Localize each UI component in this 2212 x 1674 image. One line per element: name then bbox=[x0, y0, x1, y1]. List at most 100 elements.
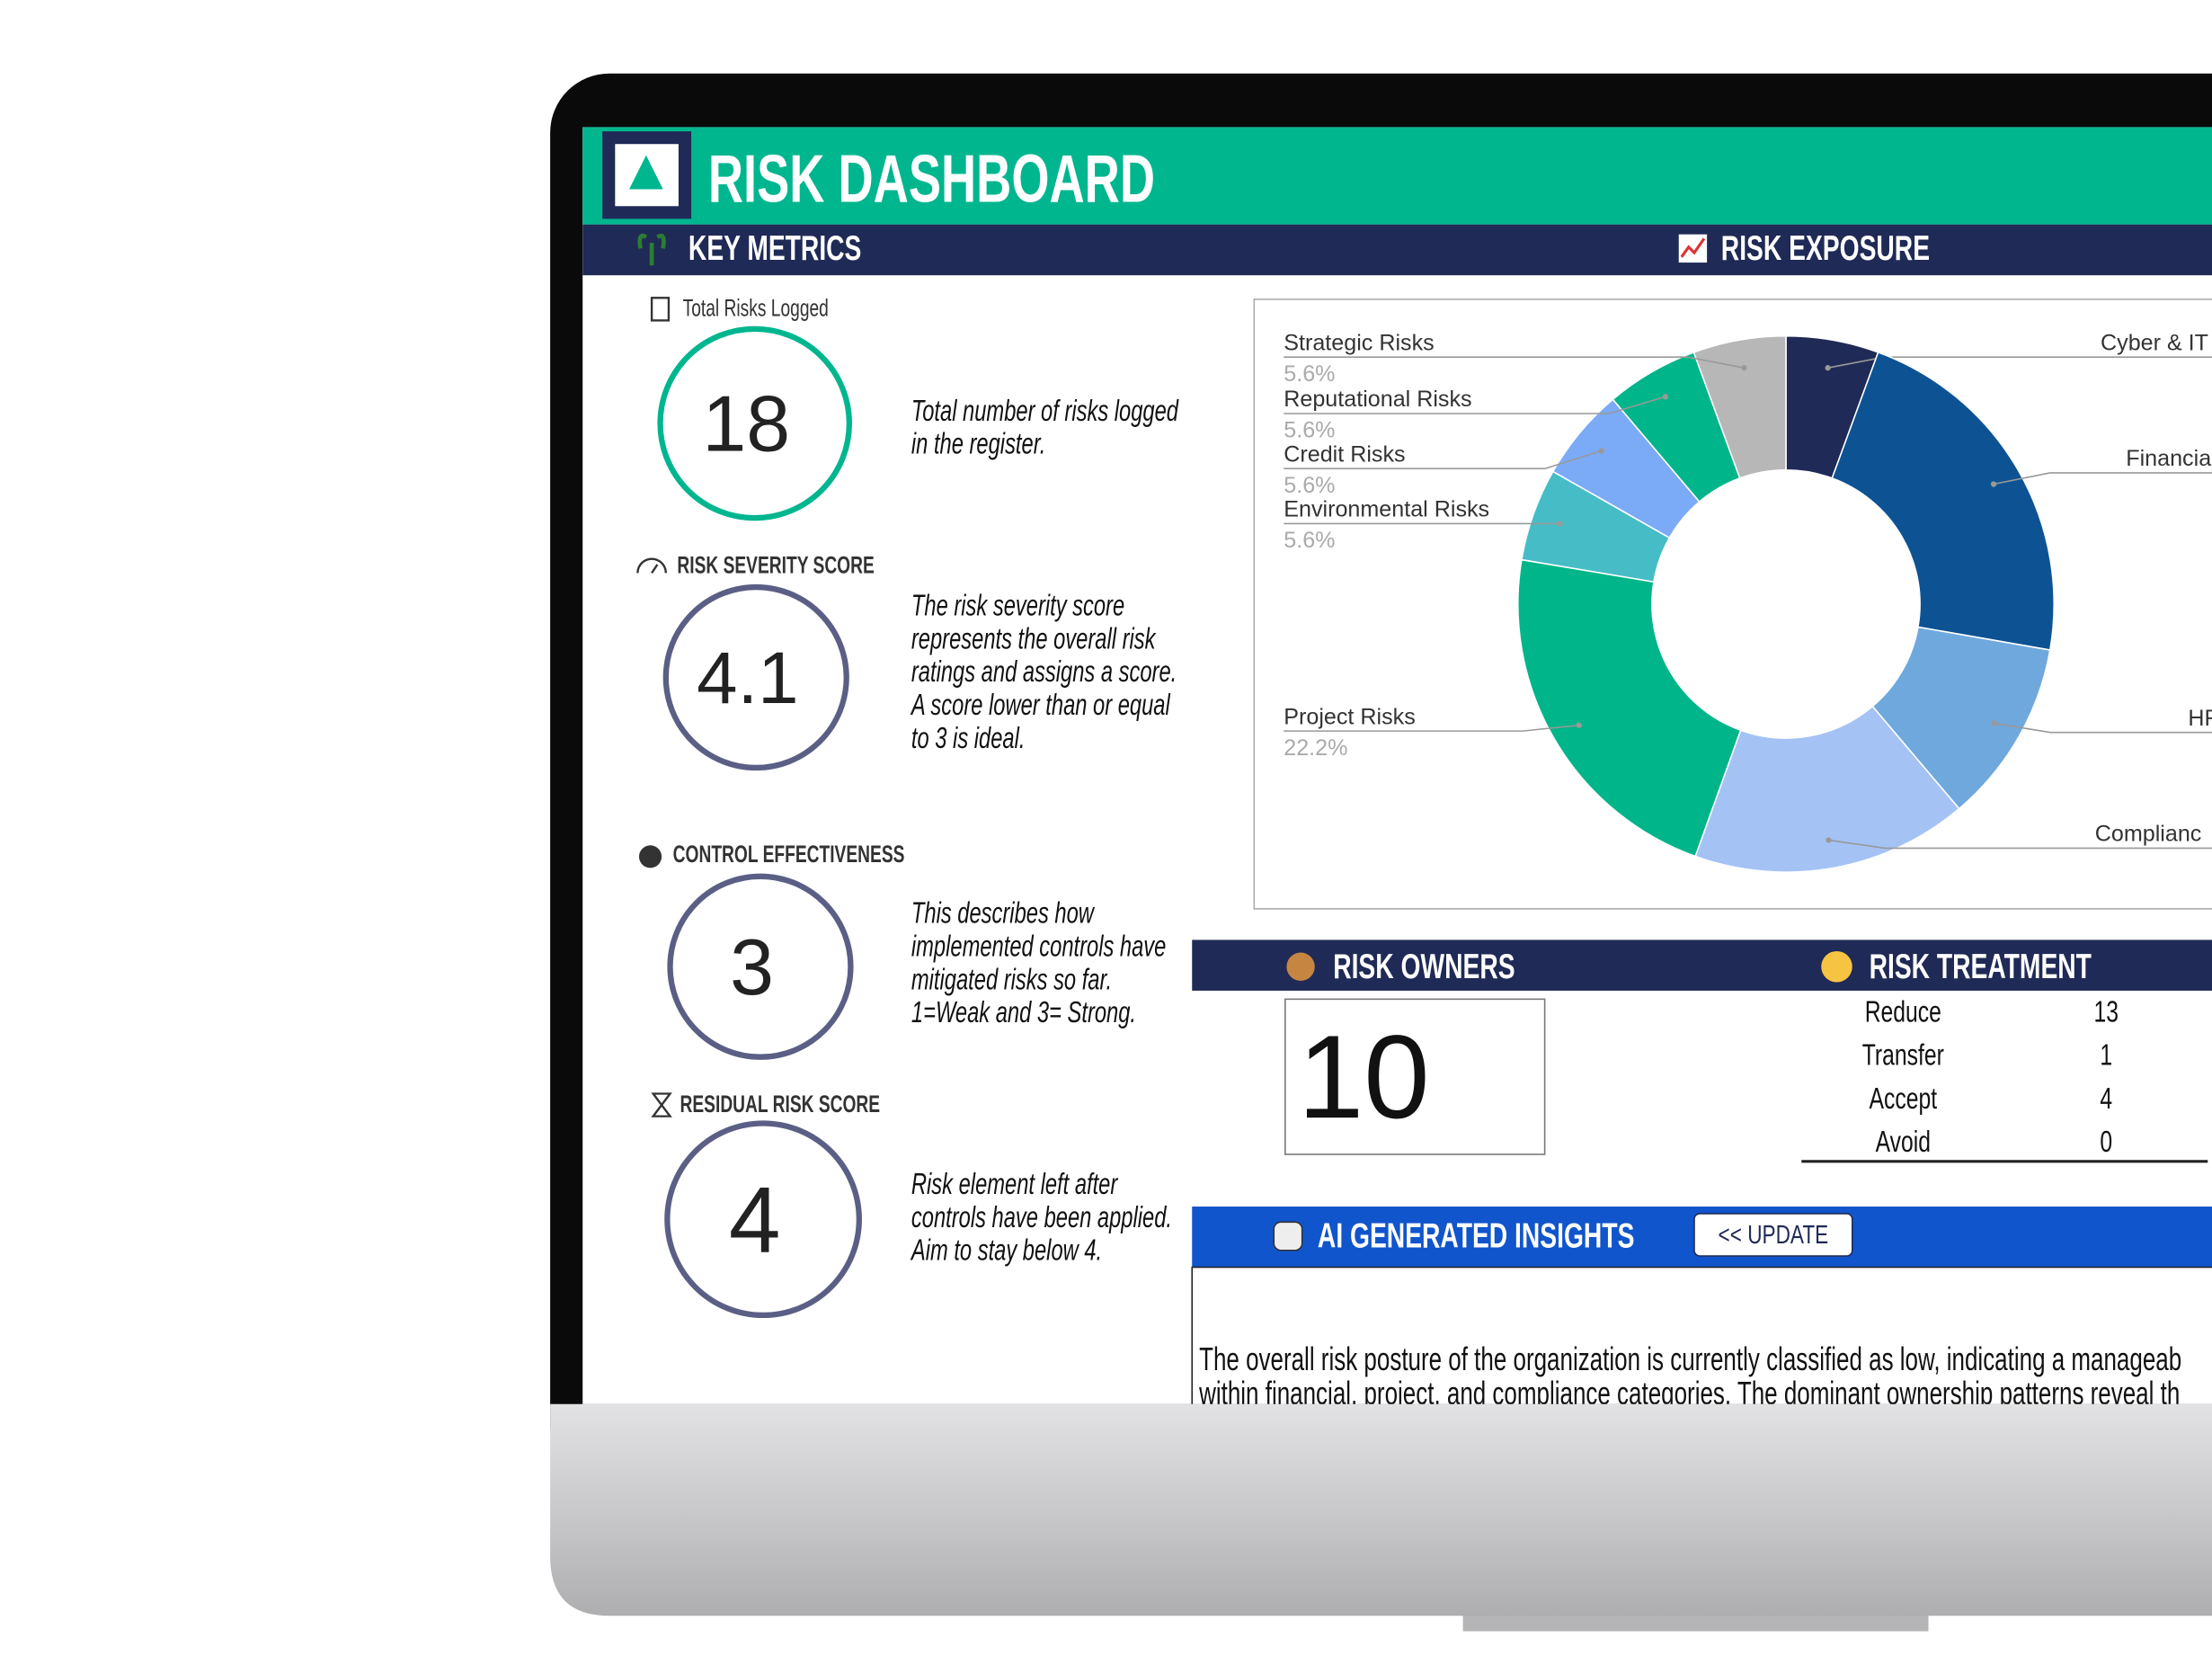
treatment-name-wrap: Transfer bbox=[1862, 1039, 1944, 1072]
owners-value: 10 bbox=[1298, 1011, 1430, 1143]
update-label[interactable]: << UPDATE bbox=[1719, 1222, 1829, 1250]
treatment-name-wrap: Avoid bbox=[1876, 1126, 1931, 1159]
metric-description: controls have been applied. bbox=[911, 1201, 1172, 1234]
treatment-count: 1 bbox=[2100, 1039, 2112, 1072]
leader-dot bbox=[1663, 394, 1668, 399]
metric-description: in the register. bbox=[911, 428, 1045, 461]
metric-label-wrap: CONTROL EFFECTIVENESS bbox=[673, 841, 905, 868]
metric-description-wrap: A score lower than or equal bbox=[910, 689, 1171, 722]
insight-text: The overall risk posture of the organiza… bbox=[1199, 1341, 2181, 1377]
icon-gear bbox=[639, 845, 662, 868]
metric-description: implemented controls have bbox=[911, 930, 1166, 964]
metric-description-wrap: Aim to stay below 4. bbox=[910, 1234, 1102, 1268]
metric-description: Total number of risks logged bbox=[911, 395, 1179, 428]
treatment-name-wrap: Accept bbox=[1869, 1083, 1937, 1116]
leader-dot bbox=[1599, 448, 1604, 453]
metric-value: 3 bbox=[730, 922, 774, 1011]
metric-description-wrap: to 3 is ideal. bbox=[911, 722, 1026, 755]
metric-description-wrap: ratings and assigns a score. bbox=[911, 656, 1177, 690]
metric-description: Risk element left after bbox=[911, 1168, 1119, 1201]
metric-description-wrap: implemented controls have bbox=[911, 930, 1166, 964]
metric-description-wrap: This describes how bbox=[911, 897, 1096, 930]
metric-description: to 3 is ideal. bbox=[911, 722, 1026, 755]
leader-dot bbox=[1557, 521, 1562, 526]
slice-label: Complianc bbox=[2095, 822, 2202, 847]
slice-label: Strategic Risks bbox=[1284, 330, 1434, 355]
section-title-wrap: RISK OWNERS bbox=[1333, 947, 1515, 986]
slice-label: HR bbox=[2188, 706, 2212, 731]
leader-dot bbox=[1826, 837, 1831, 842]
treatment-count: 4 bbox=[2100, 1083, 2112, 1116]
metric-value: 4 bbox=[729, 1167, 781, 1271]
metric-label: RESIDUAL RISK SCORE bbox=[680, 1091, 881, 1117]
treatment-count-wrap: 0 bbox=[2100, 1126, 2112, 1159]
treatment-name: Avoid bbox=[1876, 1126, 1931, 1159]
metric-description: represents the overall risk bbox=[911, 623, 1157, 656]
section-title: AI GENERATED INSIGHTS bbox=[1318, 1216, 1634, 1256]
metric-description-wrap: represents the overall risk bbox=[911, 623, 1157, 656]
treatment-count-wrap: 4 bbox=[2100, 1083, 2112, 1116]
metric-label: Total Risks Logged bbox=[683, 295, 829, 322]
metric-description: Aim to stay below 4. bbox=[910, 1234, 1102, 1268]
slice-value-label: 22.2% bbox=[1284, 735, 1347, 761]
insight-text-wrap: The overall risk posture of the organiza… bbox=[1199, 1341, 2181, 1377]
metric-description-wrap: Total number of risks logged bbox=[911, 395, 1179, 428]
slice-value-label: 5.6% bbox=[1284, 418, 1335, 443]
metric-description: 1=Weak and 3= Strong. bbox=[911, 997, 1136, 1030]
slice-value-label: 5.6% bbox=[1284, 361, 1335, 387]
metric-description: A score lower than or equal bbox=[910, 689, 1171, 722]
treatment-name-wrap: Reduce bbox=[1865, 996, 1941, 1028]
section-title: RISK EXPOSURE bbox=[1721, 228, 1930, 268]
metric-description: The risk severity score bbox=[911, 590, 1124, 623]
slice-label: Environmental Risks bbox=[1284, 497, 1489, 522]
slice-value-label: 5.6% bbox=[1284, 528, 1335, 553]
treatment-name: Reduce bbox=[1865, 996, 1941, 1028]
title-wrap: RISK DASHBOARD bbox=[708, 141, 1155, 217]
metric-description-wrap: The risk severity score bbox=[911, 590, 1124, 623]
metric-description-wrap: 1=Weak and 3= Strong. bbox=[911, 997, 1136, 1030]
metric-value: 4.1 bbox=[697, 637, 798, 719]
metric-description: ratings and assigns a score. bbox=[911, 656, 1177, 690]
slice-label: Cyber & IT bbox=[2101, 330, 2208, 355]
update-label-wrap: << UPDATE bbox=[1719, 1222, 1829, 1250]
title: RISK DASHBOARD bbox=[708, 141, 1155, 217]
leader-dot bbox=[1577, 723, 1582, 728]
section-title: RISK TREATMENT bbox=[1870, 947, 2092, 986]
treatment-count-wrap: 13 bbox=[2094, 996, 2119, 1028]
metric-description: mitigated risks so far. bbox=[911, 964, 1112, 997]
metric-label: RISK SEVERITY SCORE bbox=[677, 551, 874, 578]
slice-label: Credit Risks bbox=[1284, 441, 1405, 467]
leader-dot bbox=[1741, 365, 1746, 370]
slice-label: Reputational Risks bbox=[1284, 387, 1471, 412]
section-title-wrap: AI GENERATED INSIGHTS bbox=[1318, 1216, 1634, 1256]
icon-robot bbox=[1274, 1222, 1301, 1250]
section-title-wrap: KEY METRICS bbox=[688, 228, 861, 268]
section-title-wrap: RISK EXPOSURE bbox=[1721, 228, 1930, 268]
leader-dot bbox=[1991, 720, 1996, 726]
treatment-count: 13 bbox=[2094, 996, 2119, 1028]
icon-monkey bbox=[1286, 953, 1314, 981]
metric-description-wrap: controls have been applied. bbox=[911, 1201, 1172, 1234]
leader-dot bbox=[1825, 365, 1830, 370]
treatment-count: 0 bbox=[2100, 1126, 2112, 1159]
section-title-wrap: RISK TREATMENT bbox=[1870, 947, 2092, 986]
treatment-count-wrap: 1 bbox=[2100, 1039, 2112, 1072]
leader-dot bbox=[1991, 481, 1996, 486]
metric-description-wrap: in the register. bbox=[911, 428, 1045, 461]
treatment-name: Accept bbox=[1869, 1083, 1937, 1116]
slice-label: Financia bbox=[2126, 446, 2211, 471]
section-title: RISK OWNERS bbox=[1333, 947, 1515, 986]
metric-description-wrap: mitigated risks so far. bbox=[911, 964, 1112, 997]
section-title: KEY METRICS bbox=[688, 228, 861, 268]
slice-value-label: 5.6% bbox=[1284, 473, 1335, 498]
treatment-name: Transfer bbox=[1862, 1039, 1944, 1072]
metric-label-wrap: RESIDUAL RISK SCORE bbox=[680, 1091, 881, 1117]
metric-label-wrap: Total Risks Logged bbox=[683, 295, 829, 322]
chin bbox=[550, 1404, 2212, 1616]
metric-description-wrap: Risk element left after bbox=[911, 1168, 1119, 1201]
icon-smile bbox=[1821, 951, 1852, 983]
metric-label-wrap: RISK SEVERITY SCORE bbox=[677, 551, 874, 578]
metric-value: 18 bbox=[702, 379, 790, 468]
